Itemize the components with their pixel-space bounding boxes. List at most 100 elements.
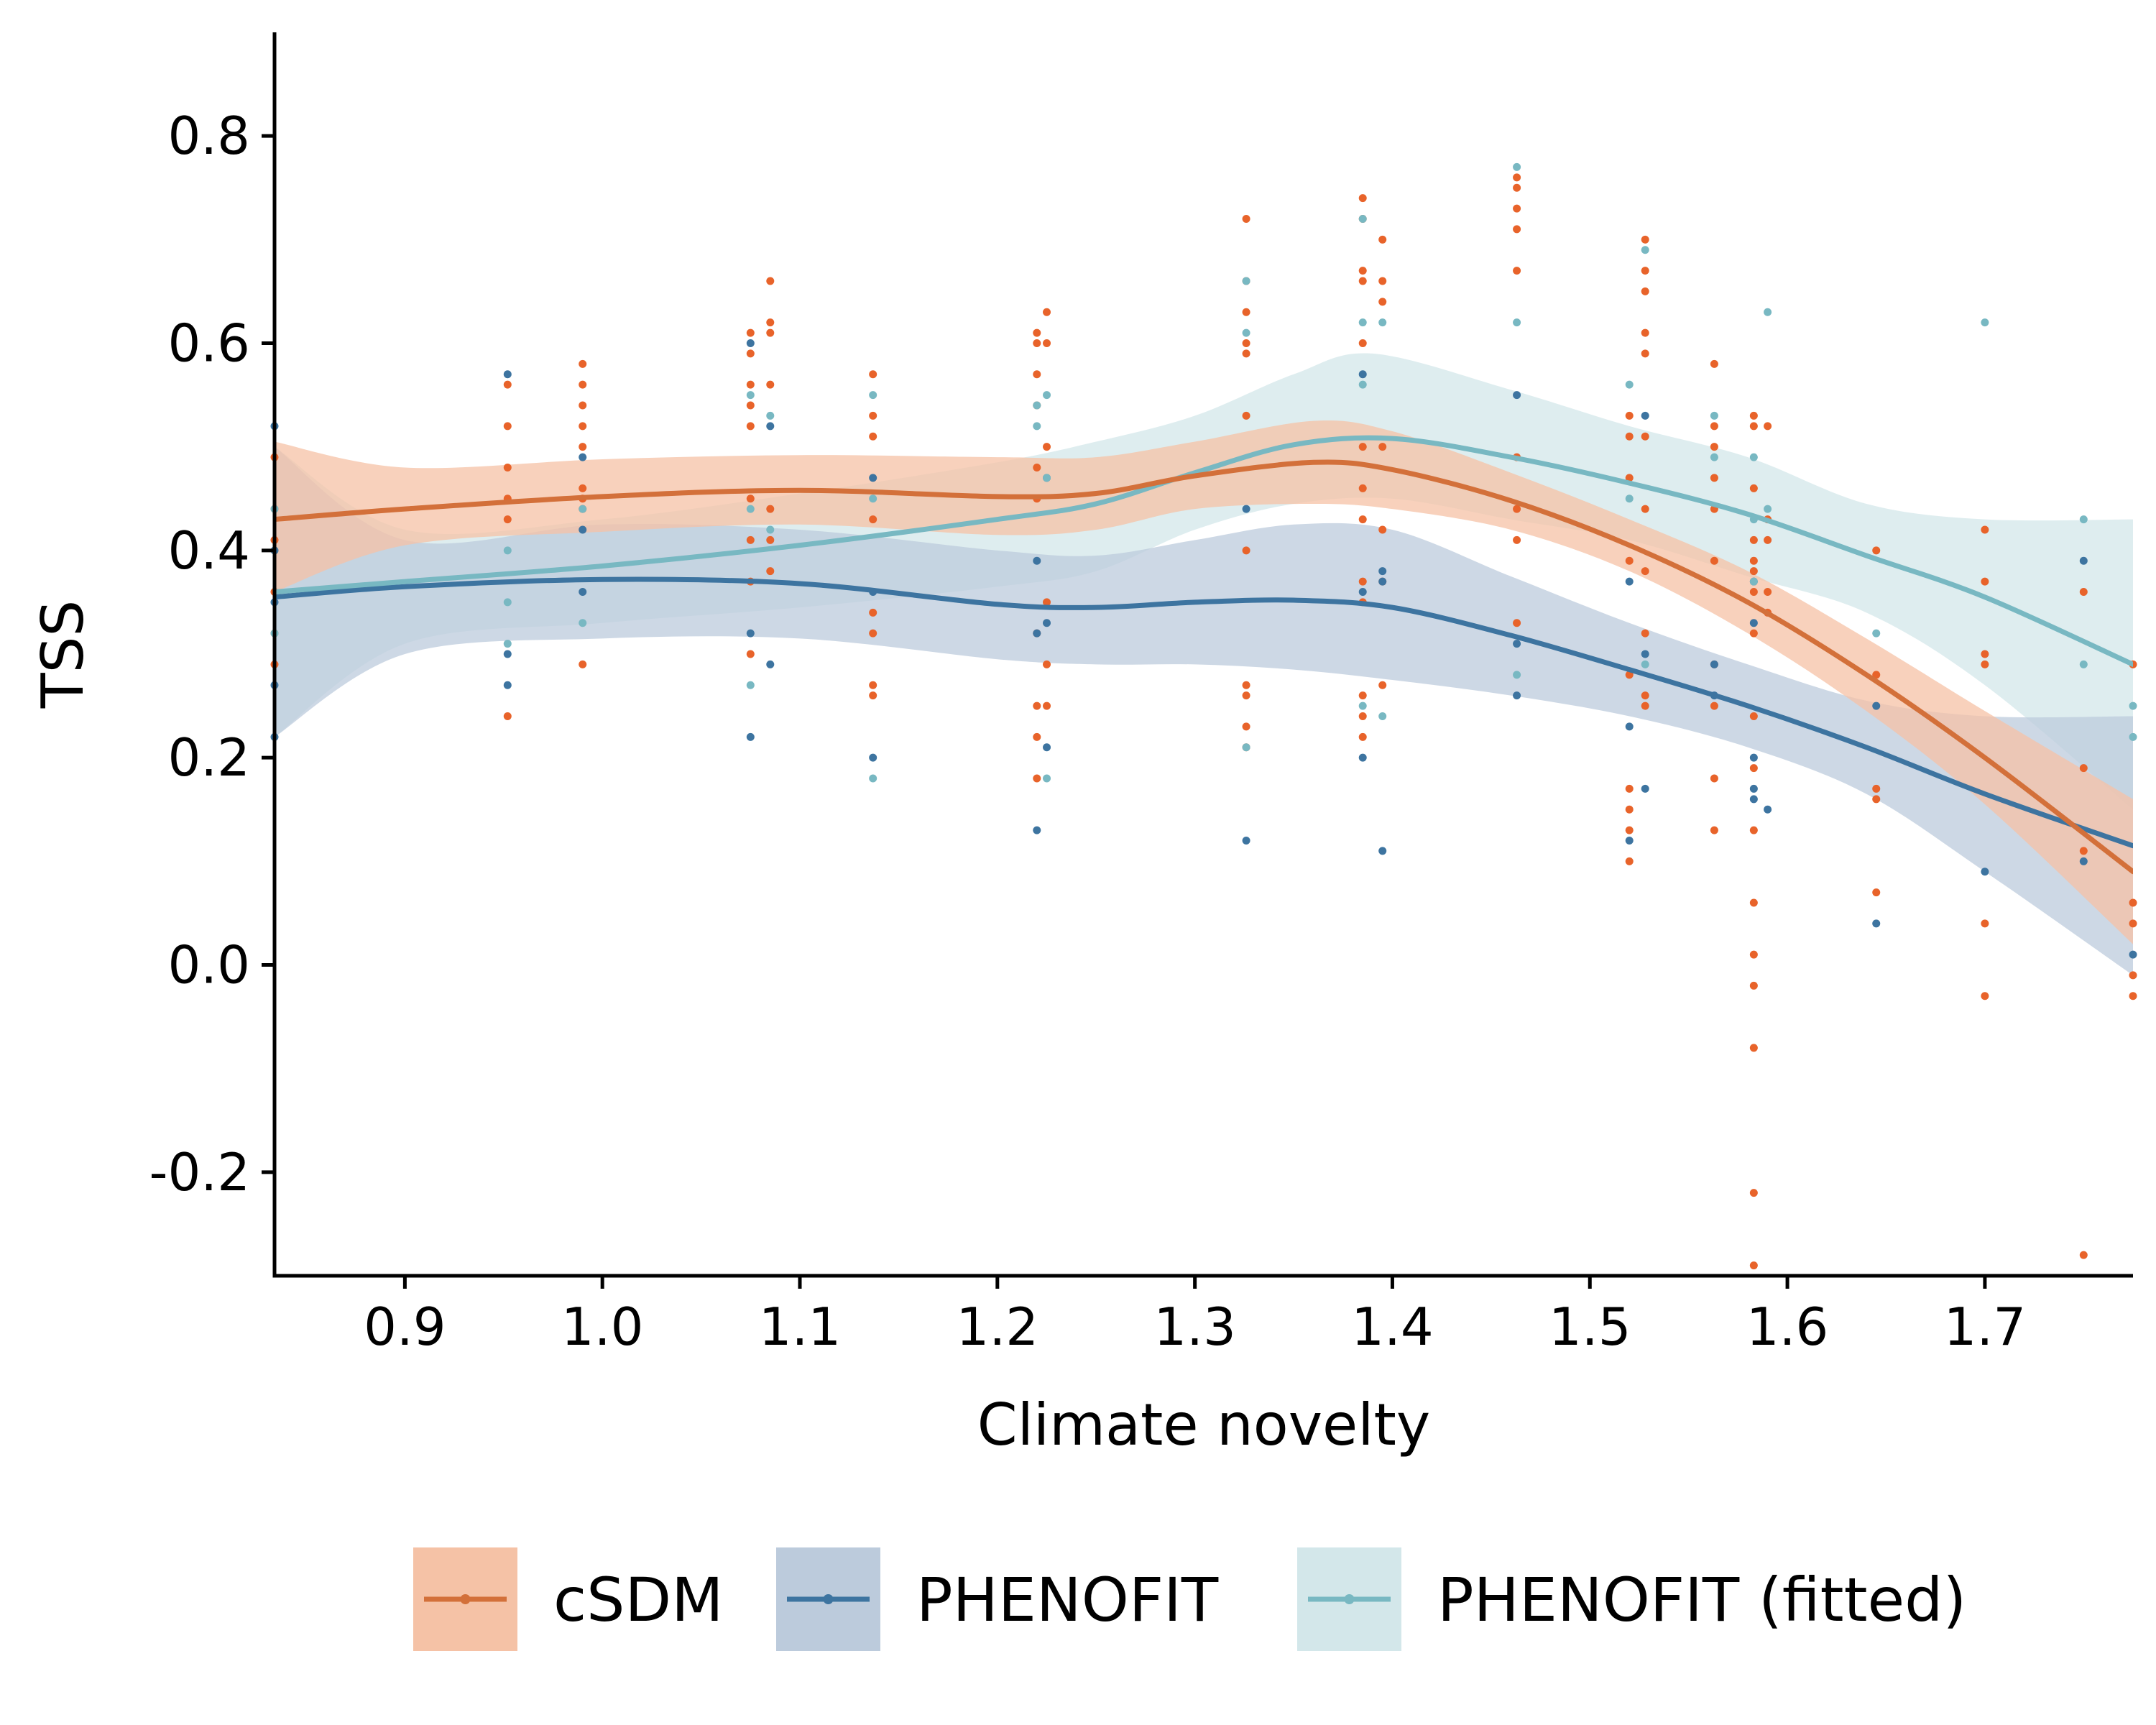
point-csdm-133 bbox=[1749, 484, 1758, 492]
point-phenofit-40 bbox=[1641, 650, 1649, 658]
line-phenofit-fitted bbox=[275, 435, 2133, 667]
point-csdm-132 bbox=[1749, 422, 1758, 431]
point-csdm-151 bbox=[1764, 588, 1772, 596]
point-csdm-159 bbox=[1981, 577, 1989, 586]
point-phenofit-fitted-2 bbox=[503, 546, 512, 555]
x-tick-label-1.0: 1.0 bbox=[561, 1297, 644, 1357]
point-phenofit-fitted-15 bbox=[1033, 401, 1041, 410]
point-csdm-89 bbox=[1378, 525, 1387, 534]
x-tick-label-1.7: 1.7 bbox=[1944, 1297, 2027, 1357]
x-tick-label-1.3: 1.3 bbox=[1153, 1297, 1236, 1357]
y-axis-title: TSS bbox=[29, 600, 96, 709]
point-phenofit-47 bbox=[1749, 784, 1758, 793]
point-phenofit-14 bbox=[766, 422, 775, 431]
point-phenofit-26 bbox=[1242, 837, 1250, 845]
point-csdm-135 bbox=[1749, 556, 1758, 565]
x-tick-label-1.2: 1.2 bbox=[957, 1297, 1039, 1357]
point-phenofit-12 bbox=[746, 629, 755, 638]
point-phenofit-41 bbox=[1641, 784, 1649, 793]
point-phenofit-fitted-27 bbox=[1378, 318, 1387, 327]
point-phenofit-6 bbox=[503, 650, 512, 658]
point-csdm-137 bbox=[1749, 588, 1758, 596]
point-phenofit-33 bbox=[1513, 391, 1521, 400]
x-tick-label-0.9: 0.9 bbox=[364, 1297, 446, 1357]
point-csdm-124 bbox=[1710, 474, 1718, 482]
point-phenofit-fitted-30 bbox=[1513, 318, 1521, 327]
point-csdm-77 bbox=[1358, 443, 1367, 451]
point-csdm-122 bbox=[1710, 422, 1718, 431]
point-csdm-118 bbox=[1641, 629, 1649, 638]
point-phenofit-48 bbox=[1749, 795, 1758, 804]
point-phenofit-fitted-23 bbox=[1358, 215, 1367, 223]
y-tick-label-0.6: 0.6 bbox=[167, 313, 250, 374]
point-csdm-109 bbox=[1625, 857, 1634, 865]
x-axis-title: Climate novelty bbox=[977, 1392, 1430, 1458]
point-phenofit-19 bbox=[1033, 556, 1041, 565]
point-csdm-72 bbox=[1358, 194, 1367, 203]
point-phenofit-28 bbox=[1358, 588, 1367, 596]
point-csdm-126 bbox=[1710, 556, 1718, 565]
point-csdm-112 bbox=[1641, 287, 1649, 295]
legend-item-phenofit: PHENOFIT bbox=[776, 1547, 1219, 1651]
point-csdm-43 bbox=[869, 681, 877, 689]
point-phenofit-fitted-32 bbox=[1625, 380, 1634, 389]
point-csdm-143 bbox=[1749, 950, 1758, 959]
line-csdm bbox=[275, 459, 2133, 875]
point-phenofit-51 bbox=[1872, 919, 1881, 928]
point-csdm-6 bbox=[503, 380, 512, 389]
band-phenofit-fitted bbox=[275, 353, 2133, 810]
point-csdm-129 bbox=[1710, 774, 1718, 783]
point-phenofit-27 bbox=[1358, 370, 1367, 379]
point-csdm-172 bbox=[2129, 992, 2137, 1000]
y-tick-label-0.4: 0.4 bbox=[167, 520, 250, 581]
point-csdm-141 bbox=[1749, 826, 1758, 834]
point-csdm-87 bbox=[1378, 298, 1387, 306]
point-csdm-98 bbox=[1513, 505, 1521, 513]
point-csdm-49 bbox=[1033, 464, 1041, 472]
point-phenofit-fitted-25 bbox=[1358, 380, 1367, 389]
point-phenofit-16 bbox=[869, 474, 877, 482]
point-csdm-31 bbox=[766, 318, 775, 327]
point-phenofit-10 bbox=[579, 588, 587, 596]
point-csdm-153 bbox=[1872, 546, 1881, 555]
legend-label-phenofit: PHENOFIT bbox=[916, 1565, 1219, 1635]
point-csdm-130 bbox=[1710, 826, 1718, 834]
line-phenofit bbox=[275, 576, 2133, 849]
point-phenofit-fitted-31 bbox=[1513, 671, 1521, 679]
point-csdm-22 bbox=[746, 349, 755, 358]
point-csdm-74 bbox=[1358, 267, 1367, 275]
point-phenofit-fitted-28 bbox=[1378, 712, 1387, 720]
point-csdm-100 bbox=[1513, 619, 1521, 627]
point-phenofit-fitted-14 bbox=[869, 774, 877, 783]
point-csdm-139 bbox=[1749, 712, 1758, 720]
y-tick-label--0.2: -0.2 bbox=[149, 1142, 250, 1202]
point-csdm-34 bbox=[766, 505, 775, 513]
point-csdm-53 bbox=[1033, 732, 1041, 741]
point-csdm-142 bbox=[1749, 898, 1758, 907]
point-csdm-55 bbox=[1043, 308, 1051, 316]
legend-dot-csdm bbox=[460, 1594, 471, 1604]
point-csdm-42 bbox=[869, 629, 877, 638]
point-phenofit-fitted-13 bbox=[869, 494, 877, 503]
x-tick-label-1.5: 1.5 bbox=[1549, 1297, 1631, 1357]
point-csdm-171 bbox=[2129, 971, 2137, 980]
point-phenofit-15 bbox=[766, 660, 775, 668]
point-csdm-166 bbox=[2079, 847, 2088, 855]
point-csdm-102 bbox=[1625, 432, 1634, 441]
point-phenofit-32 bbox=[1378, 847, 1387, 855]
point-phenofit-fitted-33 bbox=[1625, 494, 1634, 503]
point-phenofit-30 bbox=[1378, 567, 1387, 576]
point-phenofit-21 bbox=[1033, 826, 1041, 834]
point-phenofit-31 bbox=[1378, 577, 1387, 586]
point-csdm-99 bbox=[1513, 535, 1521, 544]
point-csdm-64 bbox=[1242, 339, 1250, 347]
point-phenofit-fitted-47 bbox=[2129, 702, 2137, 710]
point-csdm-40 bbox=[869, 515, 877, 524]
point-csdm-80 bbox=[1358, 577, 1367, 586]
point-csdm-91 bbox=[1378, 681, 1387, 689]
point-phenofit-fitted-26 bbox=[1358, 702, 1367, 710]
point-csdm-119 bbox=[1641, 691, 1649, 700]
point-phenofit-fitted-4 bbox=[503, 640, 512, 648]
y-tick-label-0.2: 0.2 bbox=[167, 727, 250, 788]
point-csdm-52 bbox=[1033, 702, 1041, 710]
